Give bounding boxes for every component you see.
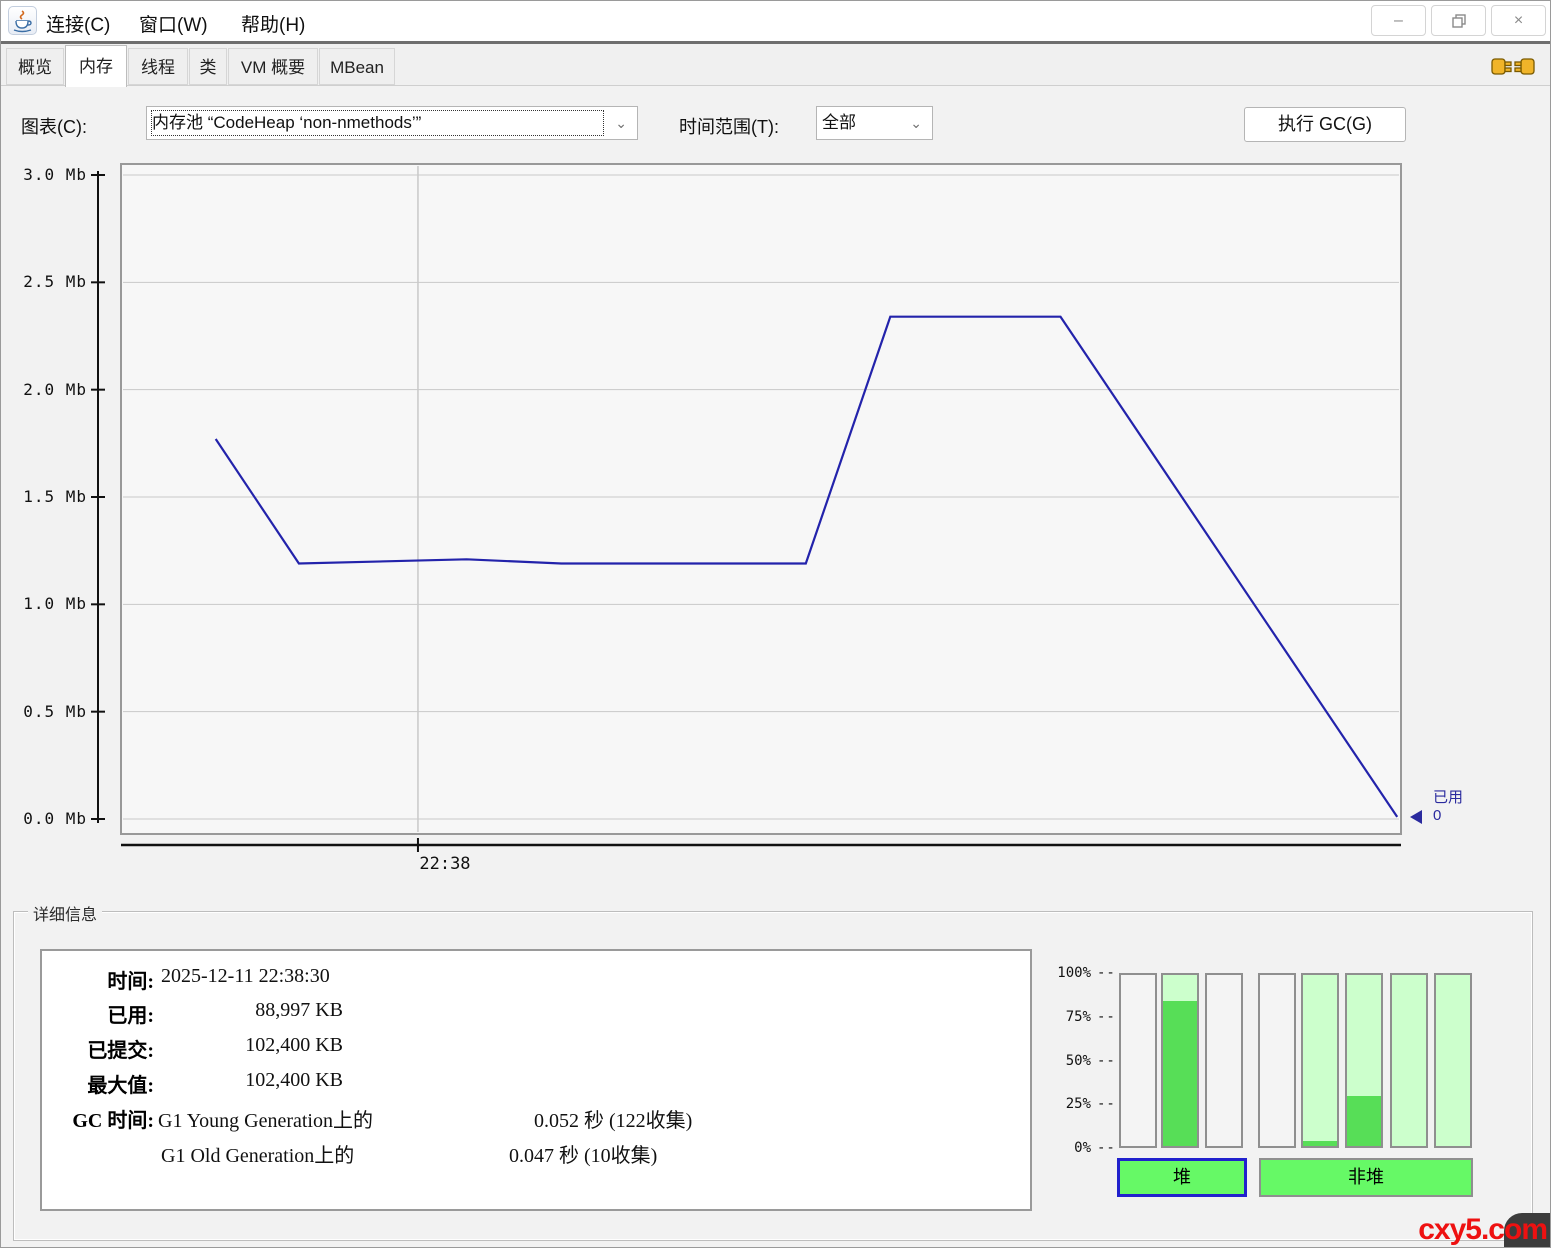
tab-threads[interactable]: 线程 [128, 48, 188, 85]
bar-used-fill [1303, 1140, 1337, 1146]
bar-scale-label: 0% -- [1074, 1140, 1116, 1156]
perform-gc-button[interactable]: 执行 GC(G) [1244, 107, 1406, 142]
tab-classes[interactable]: 类 [189, 48, 227, 85]
y-tick-label: 2.0 Mb [23, 379, 87, 399]
details-panel: 时间: 2025-12-11 22:38:30 已用: 88,997 KB 已提… [40, 949, 1032, 1211]
memory-pool-bar [1119, 973, 1157, 1148]
menu-connection[interactable]: 连接(C) [46, 15, 111, 36]
detail-value: 2025-12-11 22:38:30 [161, 965, 330, 987]
bar-scale-label: 50% -- [1065, 1052, 1116, 1069]
detail-value: 102,400 KB [245, 1069, 343, 1091]
connected-plug-icon [1490, 53, 1536, 79]
time-range-combobox[interactable]: 全部 ⌄ [816, 106, 933, 140]
memory-pool-bar [1205, 973, 1243, 1148]
bar-scale-label: 25% -- [1065, 1096, 1116, 1113]
watermark-text: cxy5.com [1418, 1213, 1548, 1246]
memory-pool-bar [1301, 973, 1339, 1148]
close-button[interactable]: × [1491, 5, 1546, 36]
memory-line-chart: 3.0 Mb 2.5 Mb 2.0 Mb 1.5 Mb 1.0 Mb 0.5 Mb 0.0 … [1, 151, 1550, 891]
y-tick-label: 0.5 Mb [23, 701, 87, 721]
heap-button[interactable]: 堆 [1117, 1158, 1247, 1197]
used-memory-line [214, 315, 1399, 818]
bar-used-fill [1163, 1000, 1197, 1146]
detail-row-committed: 已提交: 102,400 KB [42, 1034, 1030, 1062]
plot-area [120, 163, 1402, 835]
y-tick-label: 3.0 Mb [23, 165, 87, 184]
memory-pool-bar [1390, 973, 1428, 1148]
y-tick-label: 2.5 Mb [23, 272, 87, 292]
menu-help[interactable]: 帮助(H) [241, 15, 306, 36]
detail-label: GC 时间: [72, 1110, 154, 1132]
detail-value: 102,400 KB [245, 1034, 343, 1056]
detail-row-gc-old: G1 Old Generation上的 0.047 秒 (10收集) [42, 1139, 1030, 1167]
detail-label: 已提交: [87, 1040, 154, 1062]
chart-select-combobox[interactable]: 内存池 “CodeHeap ‘non-nmethods’” ⌄ [146, 106, 638, 140]
detail-value: G1 Old Generation上的 [161, 1145, 355, 1167]
minimize-button[interactable]: – [1371, 5, 1426, 36]
tab-vm-summary[interactable]: VM 概要 [228, 48, 318, 85]
details-group-title: 详细信息 [28, 901, 103, 925]
chevron-down-icon: ⌄ [615, 115, 627, 131]
tab-overview[interactable]: 概览 [6, 48, 64, 85]
java-cup-icon [13, 10, 32, 33]
legend-current-value: 0 [1433, 807, 1442, 824]
restore-icon [1451, 14, 1466, 28]
memory-pool-bar [1161, 973, 1199, 1148]
tab-bar: 概览 内存 线程 类 VM 概要 MBean [1, 44, 1550, 87]
line-chart-svg [91, 163, 1422, 852]
legend-series-label: 已用 [1433, 789, 1464, 806]
menu-separator [1, 41, 1550, 44]
restore-button[interactable] [1431, 5, 1486, 36]
menu-window[interactable]: 窗口(W) [139, 15, 208, 36]
chart-select-value: 内存池 “CodeHeap ‘non-nmethods’” [151, 110, 604, 136]
x-axis-tick-label: 22:38 [419, 854, 471, 874]
detail-row-time: 时间: 2025-12-11 22:38:30 [42, 965, 1030, 993]
detail-value: G1 Young Generation上的 [158, 1110, 373, 1132]
detail-row-gc-young: GC 时间: G1 Young Generation上的 0.052 秒 (12… [42, 1104, 1030, 1132]
time-range-label: 时间范围(T): [679, 117, 779, 137]
tab-mbean[interactable]: MBean [319, 48, 395, 85]
watermark-corner [1504, 1213, 1550, 1247]
detail-value: 0.047 秒 (10收集) [509, 1145, 658, 1167]
detail-row-max: 最大值: 102,400 KB [42, 1069, 1030, 1097]
memory-pool-bar [1434, 973, 1472, 1148]
bar-used-fill [1347, 1096, 1381, 1146]
y-tick-label: 1.5 Mb [23, 487, 87, 506]
bar-scale-label: 100% -- [1057, 965, 1116, 981]
y-tick-label: 0.0 Mb [23, 809, 87, 828]
detail-label: 最大值: [87, 1075, 154, 1097]
detail-label: 时间: [107, 971, 154, 993]
bar-scale-label: 75% -- [1065, 1008, 1116, 1025]
detail-value: 0.052 秒 (122收集) [534, 1110, 693, 1132]
details-groupbox: 详细信息 时间: 2025-12-11 22:38:30 已用: 88,997 … [13, 901, 1533, 1241]
memory-pool-bar [1345, 973, 1383, 1148]
chart-select-label: 图表(C): [21, 117, 87, 137]
chevron-down-icon: ⌄ [910, 115, 922, 131]
tab-memory[interactable]: 内存 [65, 45, 127, 87]
detail-value: 88,997 KB [255, 999, 343, 1021]
memory-pool-bar [1258, 973, 1296, 1148]
chart-legend: 已用 0 [1433, 789, 1463, 825]
memory-usage-bars: 100% -- 75% -- 50% -- 25% -- 0% -- [14, 912, 1532, 1240]
detail-row-used: 已用: 88,997 KB [42, 999, 1030, 1027]
java-app-icon[interactable] [8, 6, 37, 35]
time-range-value: 全部 [822, 113, 856, 132]
menu-bar: 连接(C) 窗口(W) 帮助(H) – × [1, 1, 1550, 41]
y-tick-label: 1.0 Mb [23, 594, 87, 614]
legend-pointer-icon [1410, 810, 1422, 824]
nonheap-button[interactable]: 非堆 [1259, 1158, 1473, 1197]
detail-label: 已用: [107, 1005, 154, 1027]
